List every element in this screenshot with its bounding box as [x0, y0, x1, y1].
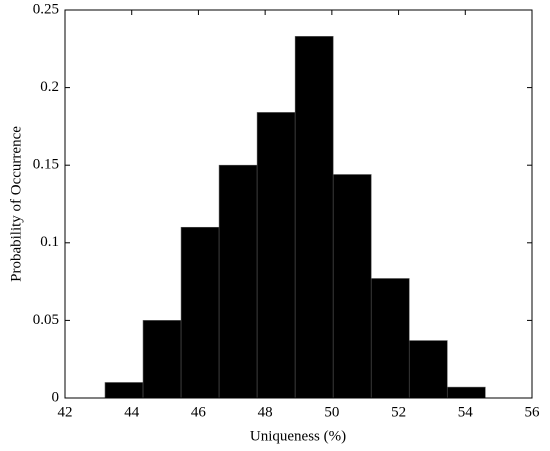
y-tick-label: 0.15 [33, 157, 59, 173]
bar [180, 226, 220, 399]
y-axis-label: Probability of Occurrence [8, 126, 24, 282]
y-tick-label: 0.25 [33, 1, 59, 17]
plot-frame [64, 9, 533, 399]
x-axis-label: Uniqueness (%) [250, 428, 346, 444]
bar [370, 278, 410, 399]
bar [142, 320, 182, 399]
x-tick-label: 54 [458, 404, 474, 420]
x-tick-label: 56 [525, 404, 541, 420]
x-tick-label: 42 [58, 404, 73, 420]
y-tick-label: 0 [52, 389, 60, 405]
bar [408, 340, 448, 399]
x-tick-label: 46 [191, 404, 207, 420]
bar [256, 112, 296, 399]
bar [218, 164, 258, 399]
x-tick-label: 48 [258, 404, 273, 420]
x-tick-label: 52 [391, 404, 406, 420]
y-tick-label: 0.05 [33, 312, 59, 328]
y-tick-label: 0.1 [40, 234, 59, 250]
x-tick-label: 44 [124, 404, 140, 420]
bar [294, 36, 334, 399]
x-tick-label: 50 [324, 404, 339, 420]
bar [446, 386, 486, 399]
bar [332, 174, 372, 399]
bar [104, 382, 144, 399]
y-tick-label: 0.2 [40, 79, 59, 95]
